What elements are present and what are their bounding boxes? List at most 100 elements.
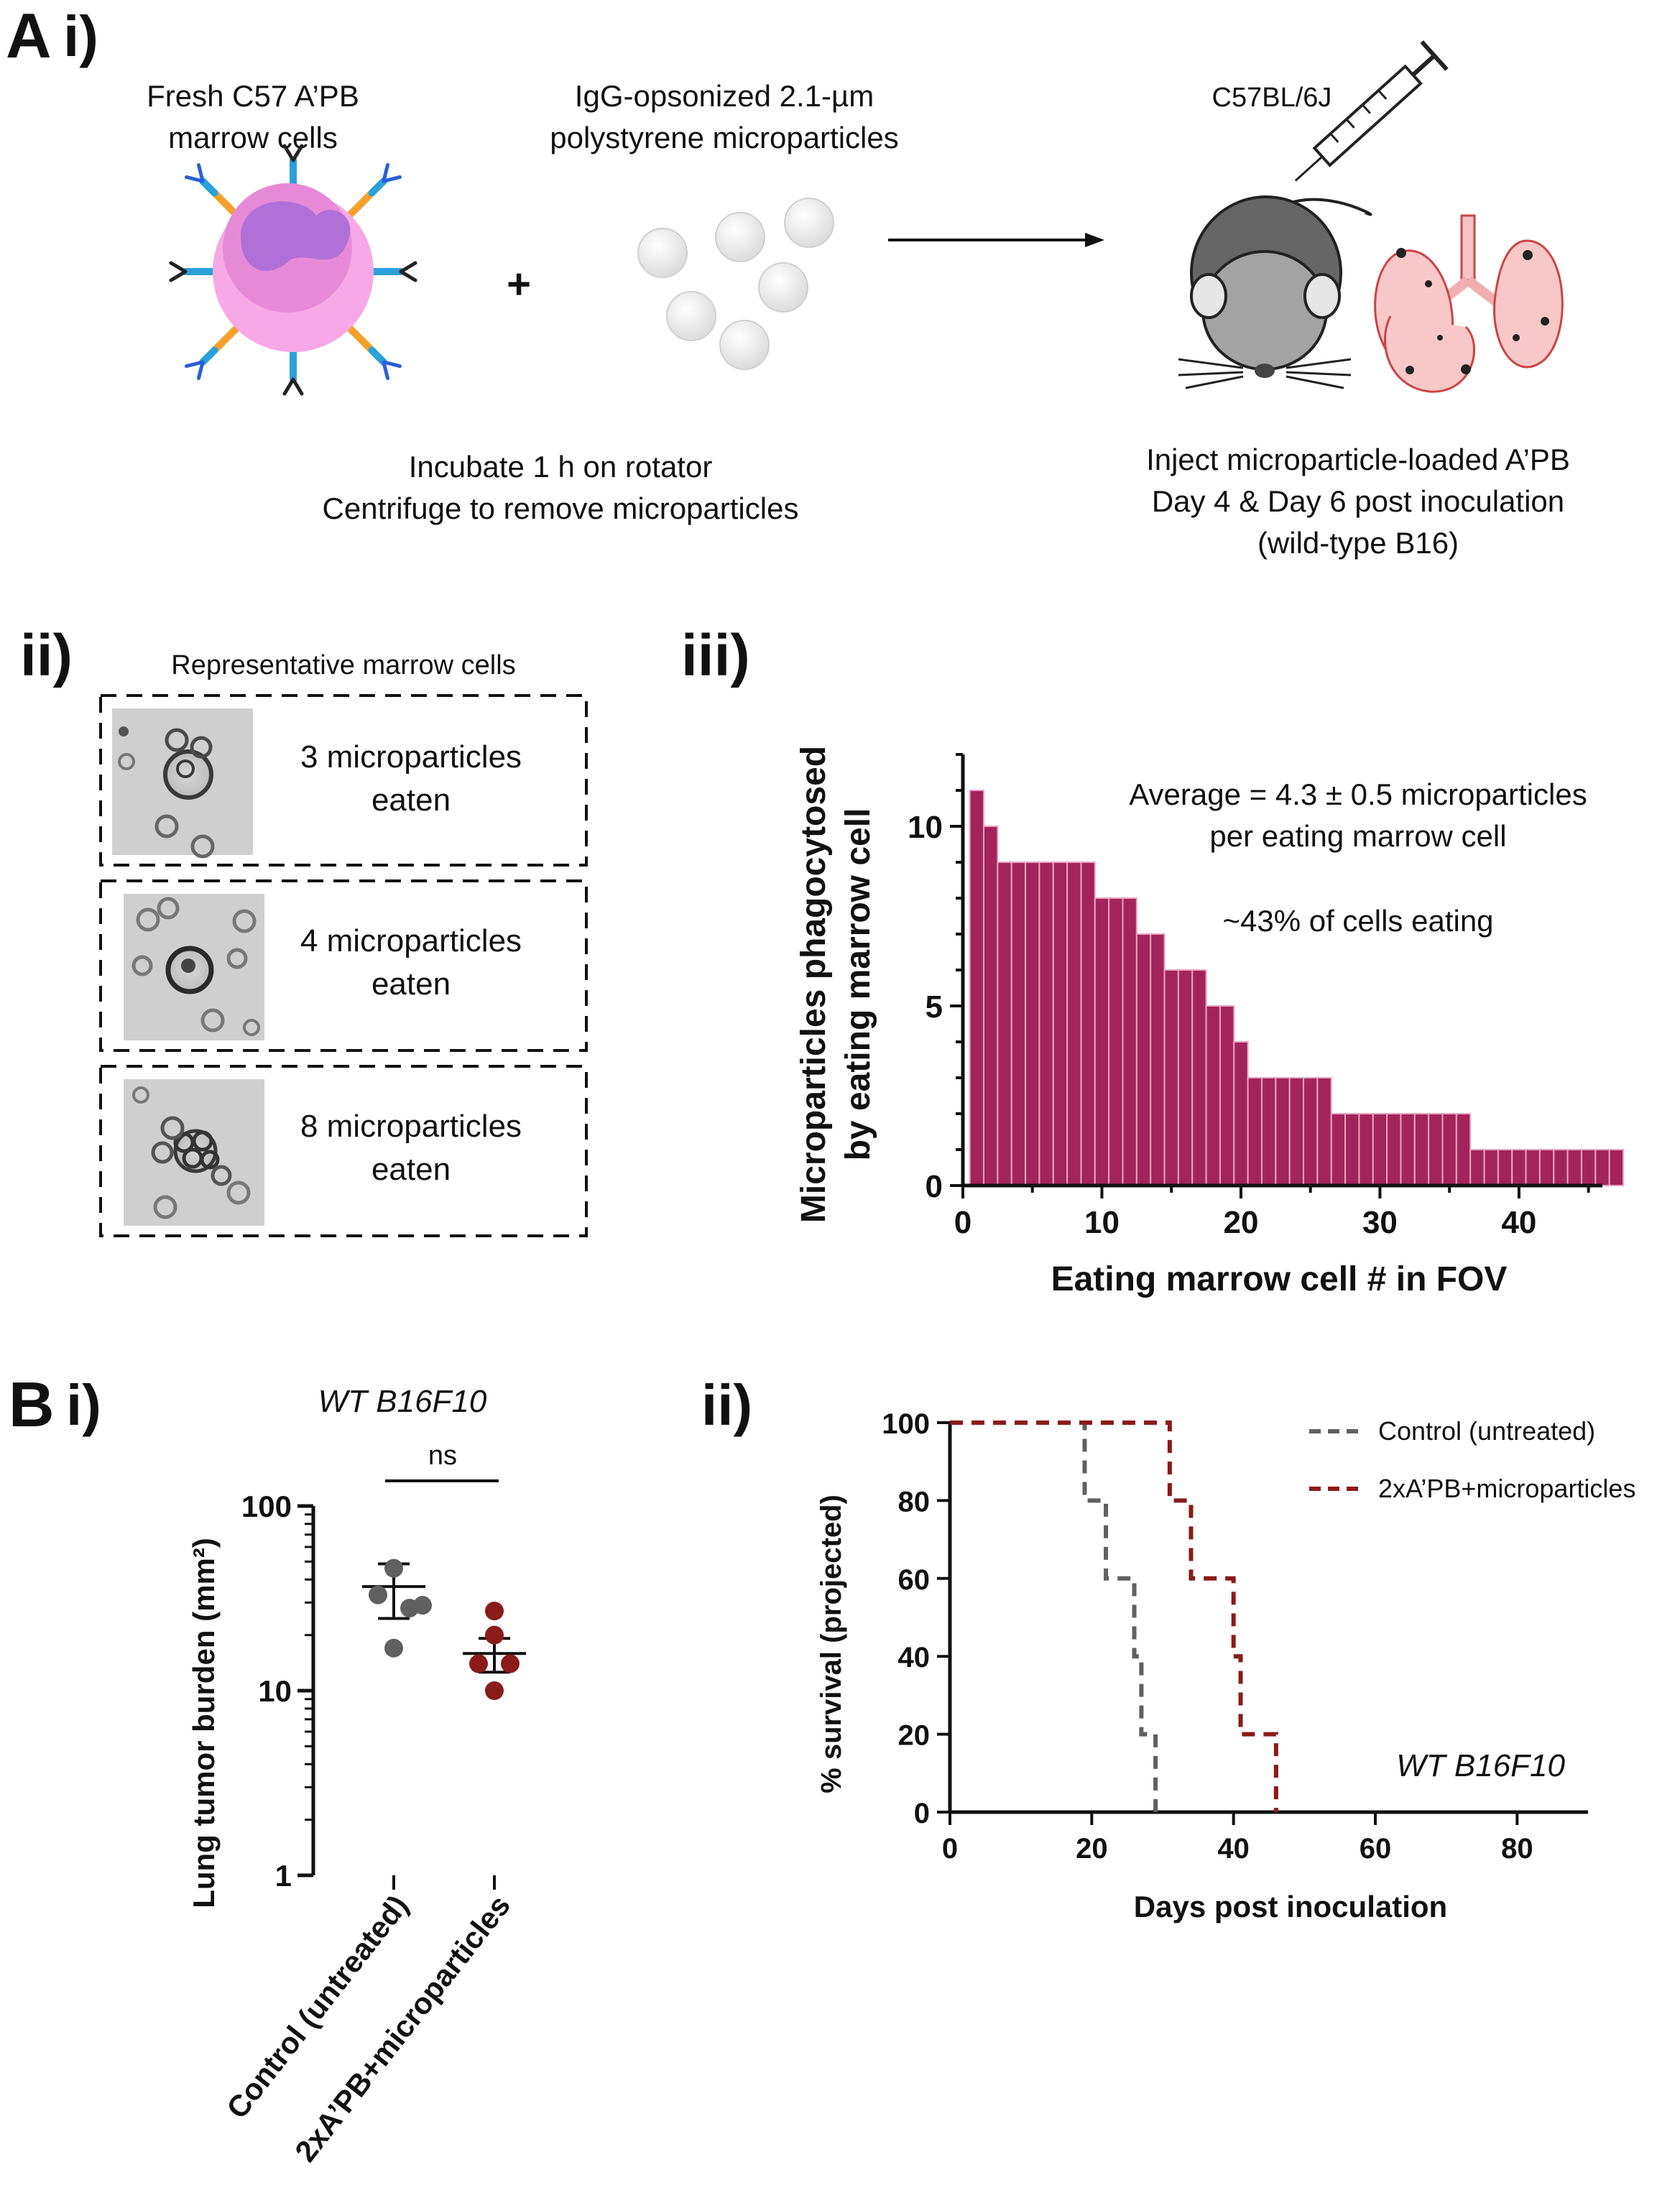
bar-21 [1247, 1077, 1263, 1186]
data-point [485, 1602, 504, 1621]
bar-chart-y-tick-label: 0 [926, 1169, 943, 1204]
survival-chart: 0 20 40 60 80 100 0 20 40 60 80 % survival (projec… [816, 1408, 1635, 1923]
survival-x-tick-label: 60 [1360, 1833, 1392, 1865]
cells-label-line2: marrow cells [168, 121, 338, 154]
inject-line3: (wild-type B16) [1257, 526, 1459, 560]
survival-x-tick-label: 0 [942, 1833, 958, 1865]
bar-46 [1594, 1149, 1610, 1186]
bar-3 [997, 862, 1012, 1186]
representative-panel [99, 694, 588, 1237]
inject-line1: Inject microparticle-loaded A’PB [1146, 443, 1570, 476]
bar-11 [1108, 897, 1124, 1186]
bar-29 [1358, 1113, 1374, 1186]
bar-38 [1483, 1149, 1499, 1186]
particles-label-line1: IgG-opsonized 2.1-µm [575, 79, 874, 113]
bar-8 [1066, 862, 1082, 1186]
incubate-line2: Centrifuge to remove microparticles [323, 491, 799, 525]
bar-47 [1608, 1149, 1625, 1186]
bar-39 [1497, 1149, 1513, 1186]
micrograph-1 [112, 708, 253, 859]
bar-18 [1205, 1005, 1221, 1186]
bar-24 [1288, 1077, 1305, 1186]
marrow-cell-illustration [169, 144, 417, 396]
bar-43 [1553, 1149, 1569, 1186]
bar-chart-ylabel-line2: by eating marrow cell [839, 808, 877, 1161]
cell-nucleus [241, 201, 351, 272]
bar-25 [1303, 1077, 1319, 1186]
survival-x-tick-label: 20 [1076, 1833, 1108, 1865]
survival-y-tick-label: 20 [898, 1720, 931, 1752]
data-point [485, 1625, 504, 1645]
legend-label-treated: 2xA’PB+microparticles [1378, 1474, 1635, 1503]
bar-chart-annotation-average: Average = 4.3 ± 0.5 microparticles [1129, 777, 1587, 811]
survival-chart-axes: 0 20 40 60 80 100 0 20 40 60 80 [882, 1408, 1588, 1865]
tumor-chart-y-tick-label: 1 [275, 1859, 292, 1893]
survival-chart-ylabel: % survival (projected) [816, 1495, 847, 1793]
bar-40 [1511, 1149, 1527, 1186]
rep-row-2-count: 4 microparticles [300, 923, 522, 959]
bar-chart-annotation-per-cell: per eating marrow cell [1209, 819, 1506, 853]
bar-chart-y-tick-label: 10 [908, 810, 943, 845]
bar-26 [1316, 1077, 1332, 1186]
bar-36 [1455, 1113, 1472, 1186]
panel-label-a-iii: iii) [681, 623, 750, 688]
syringe-icon [1294, 40, 1449, 182]
bar-4 [1010, 862, 1027, 1186]
microparticle-beads [637, 198, 834, 370]
bar-chart-x-tick-label: 40 [1501, 1205, 1536, 1240]
legend-label-control: Control (untreated) [1378, 1416, 1595, 1446]
bar-27 [1330, 1113, 1347, 1186]
bar-16 [1177, 969, 1194, 1186]
bar-12 [1122, 897, 1137, 1186]
bar-10 [1094, 897, 1110, 1186]
rep-row-3-count: 8 microparticles [300, 1109, 522, 1144]
bar-chart-xlabel: Eating marrow cell # in FOV [1051, 1260, 1508, 1298]
bar-23 [1275, 1077, 1291, 1186]
plus-sign: + [507, 261, 531, 308]
tumor-chart-category-control: Control (untreated) [220, 1889, 415, 2125]
incubate-line1: Incubate 1 h on rotator [409, 450, 713, 484]
bar-6 [1038, 862, 1054, 1186]
bar-34 [1428, 1113, 1444, 1186]
bar-22 [1260, 1077, 1277, 1186]
significance-bracket: ns [385, 1441, 499, 1482]
survival-legend: Control (untreated) 2xA’PB+microparticle… [1309, 1416, 1635, 1503]
bar-chart-x-tick-label: 20 [1223, 1205, 1258, 1240]
antibody-icons [169, 144, 417, 396]
panel-label-a-i: i) [63, 4, 98, 68]
lungs-icon [1374, 214, 1564, 393]
rep-row-1-suffix: eaten [371, 782, 451, 818]
bar-chart-annotation-percent: ~43% of cells eating [1222, 904, 1493, 938]
bar-33 [1413, 1113, 1430, 1186]
bar-42 [1538, 1149, 1555, 1186]
bar-28 [1344, 1113, 1360, 1186]
bar-chart-microparticles: 0 5 10 0 10 20 30 40 Microparticles phagocytose… [795, 746, 1625, 1298]
mouse-strain-label: C57BL/6J [1212, 83, 1332, 113]
bar-45 [1580, 1149, 1597, 1186]
tumor-chart-ylabel: Lung tumor burden (mm²) [187, 1538, 221, 1908]
bar-20 [1233, 1041, 1249, 1186]
survival-chart-xlabel: Days post inoculation [1134, 1890, 1447, 1923]
data-point [469, 1654, 488, 1673]
bar-5 [1025, 862, 1040, 1186]
tumor-burden-chart: WT B16F10 1 10 100 ns Lung tumor burden (m… [187, 1384, 526, 2168]
significance-label: ns [428, 1441, 457, 1471]
bar-chart-x-tick-label: 10 [1084, 1205, 1120, 1240]
data-point [413, 1596, 432, 1615]
bar-chart-x-tick-label: 0 [954, 1205, 971, 1240]
survival-line-2 [950, 1421, 1278, 1812]
survival-y-tick-label: 100 [882, 1408, 930, 1440]
data-point [384, 1558, 403, 1578]
survival-chart-annotation: WT B16F10 [1396, 1748, 1565, 1783]
panel-label-b-ii: ii) [701, 1373, 752, 1437]
bar-41 [1525, 1149, 1541, 1186]
survival-chart-lines [950, 1421, 1278, 1812]
mouse-icon [1178, 195, 1372, 389]
bar-chart-x-tick-label: 30 [1362, 1205, 1398, 1240]
tumor-chart-y-tick-label: 10 [258, 1674, 292, 1708]
rep-row-2-suffix: eaten [371, 966, 451, 1002]
bar-chart-bars [969, 790, 1625, 1186]
tumor-chart-y-tick-label: 100 [241, 1489, 292, 1523]
bar-35 [1441, 1113, 1457, 1186]
particles-label-line2: polystyrene microparticles [550, 121, 899, 154]
